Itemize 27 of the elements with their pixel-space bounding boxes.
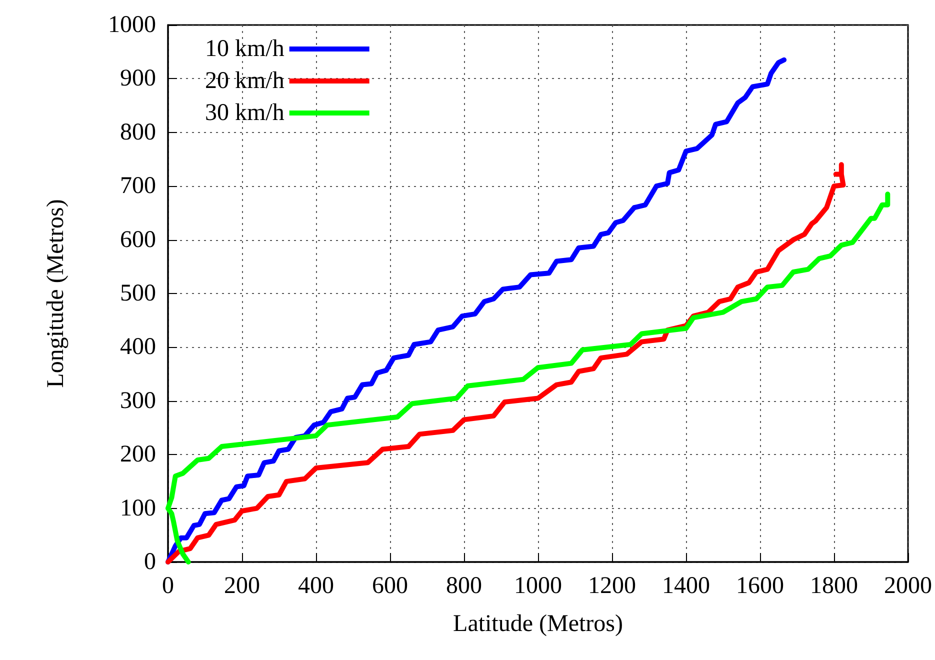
x-tick-label: 1000	[514, 573, 562, 599]
y-axis-title: Longitude (Metros)	[43, 199, 69, 388]
y-tick-label: 600	[120, 226, 156, 253]
x-tick-label: 1800	[810, 573, 858, 599]
x-tick-label: 600	[372, 573, 408, 599]
y-tick-label: 400	[120, 334, 156, 360]
y-tick-label: 200	[120, 442, 156, 468]
x-tick-label: 2000	[884, 573, 932, 599]
x-tick-label: 0	[162, 573, 174, 599]
y-tick-label: 500	[120, 280, 156, 306]
legend-label: 20 km/h	[204, 68, 284, 94]
legend-label: 30 km/h	[204, 100, 284, 126]
x-tick-label: 1400	[662, 573, 710, 599]
x-tick-label: 200	[224, 573, 260, 599]
x-tick-label: 1200	[588, 573, 636, 599]
y-tick-label: 800	[120, 119, 156, 146]
x-tick-label: 800	[446, 573, 482, 599]
y-tick-label: 1000	[108, 12, 156, 38]
y-tick-label: 300	[120, 388, 156, 414]
x-tick-label: 400	[298, 573, 334, 599]
x-axis-title: Latitude (Metros)	[453, 611, 623, 637]
y-tick-label: 0	[144, 549, 156, 575]
y-tick-label: 900	[120, 66, 156, 92]
x-tick-label: 1600	[736, 573, 784, 599]
legend-label: 10 km/h	[204, 36, 284, 62]
y-tick-label: 100	[120, 495, 156, 522]
y-tick-label: 700	[120, 173, 156, 200]
